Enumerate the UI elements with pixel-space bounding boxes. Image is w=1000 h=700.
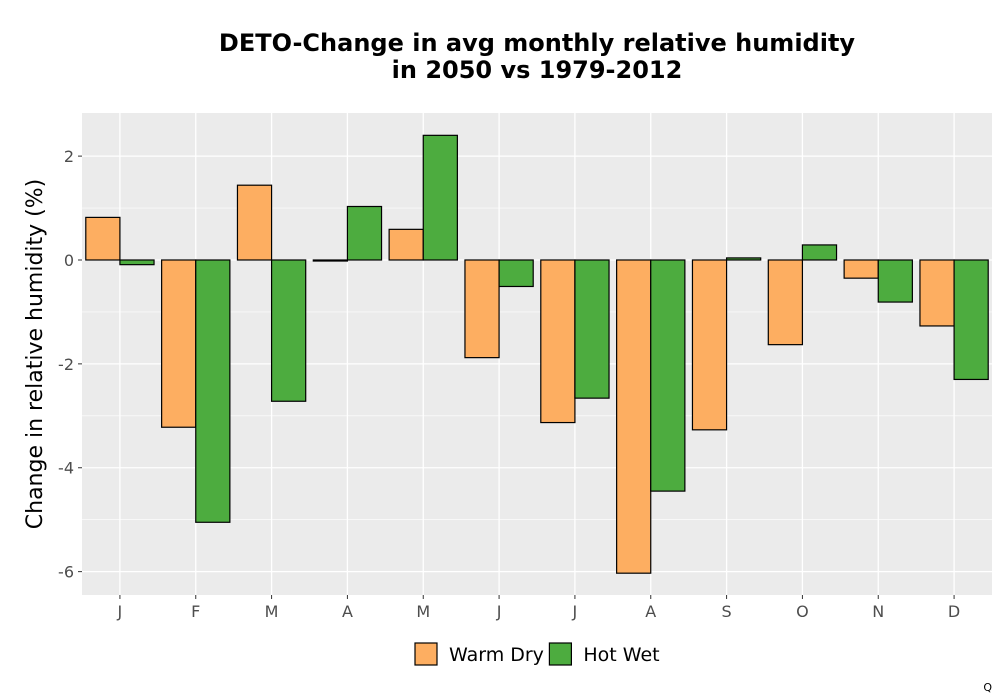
bar-warm-dry-12 [919,259,955,327]
chart-title-line-2: in 2050 vs 1979-2012 [391,56,683,84]
bar-warm-dry-1 [85,216,121,261]
bars [85,134,989,574]
bar-warm-dry-4 [312,259,349,262]
bar-hot-wet-7 [574,259,610,399]
legend: Warm Dry Hot Wet [414,642,660,666]
chart-title: DETO-Change in avg monthly relative humi… [82,30,992,84]
bar-hot-wet-5 [422,134,458,261]
bar-hot-wet-11 [877,259,913,303]
x-tick-label: D [948,602,960,621]
bar-hot-wet-2 [195,259,231,523]
legend-key-hot-wet [548,642,573,666]
x-tick-label: M [416,602,430,621]
x-tick-label: A [342,602,353,621]
y-axis: 2 0 -2 -4 -6 [58,147,82,582]
bar-hot-wet-1 [119,259,155,266]
legend-label-warm-dry: Warm Dry [449,644,544,666]
x-tick-label: F [191,602,200,621]
bar-hot-wet-12 [953,259,989,381]
bar-hot-wet-8 [650,259,686,492]
y-axis-title: Change in relative humidity (%) [23,179,48,529]
bar-hot-wet-6 [498,259,534,288]
bar-warm-dry-2 [161,259,197,428]
bar-warm-dry-9 [691,259,728,431]
y-tick-label: 0 [64,251,74,270]
bar-warm-dry-7 [540,259,576,424]
x-tick-label: J [572,602,578,621]
bar-hot-wet-3 [270,259,307,402]
bar-warm-dry-3 [236,184,273,261]
x-tick-label: A [645,602,656,621]
bar-warm-dry-8 [616,259,652,574]
chart-title-line-1: DETO-Change in avg monthly relative humi… [218,29,856,57]
x-tick-label: O [796,602,809,621]
corner-mark: Q [983,681,992,694]
bar-warm-dry-6 [464,259,500,359]
x-tick-label: N [872,602,884,621]
plot-panel [82,113,992,595]
legend-label-hot-wet: Hot Wet [583,644,659,666]
x-tick-label: J [117,602,123,621]
bar-warm-dry-11 [843,259,879,279]
y-tick-label: -4 [58,459,74,478]
y-tick-label: -6 [58,563,74,582]
x-tick-label: J [496,602,502,621]
x-tick-label: S [722,602,732,621]
bar-warm-dry-10 [767,259,804,346]
y-tick-label: 2 [64,147,74,166]
y-tick-label: -2 [58,355,74,374]
bar-hot-wet-9 [725,257,762,261]
legend-key-warm-dry [414,642,438,666]
bar-hot-wet-4 [346,205,383,261]
x-tick-label: M [265,602,279,621]
bar-warm-dry-5 [388,228,424,261]
bar-hot-wet-10 [801,244,838,261]
